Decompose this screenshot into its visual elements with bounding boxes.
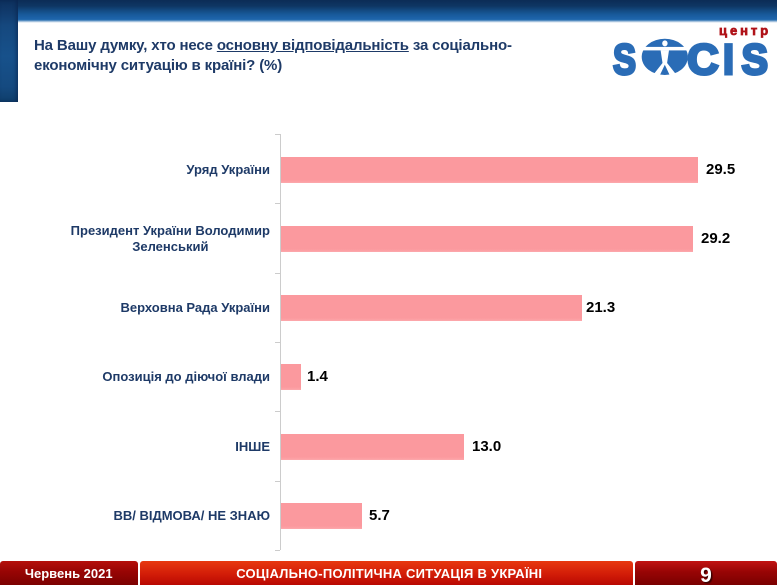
svg-text:I: I [723,36,734,84]
svg-text:S: S [613,36,636,84]
svg-text:S: S [742,36,769,84]
svg-text:C: C [687,36,719,84]
